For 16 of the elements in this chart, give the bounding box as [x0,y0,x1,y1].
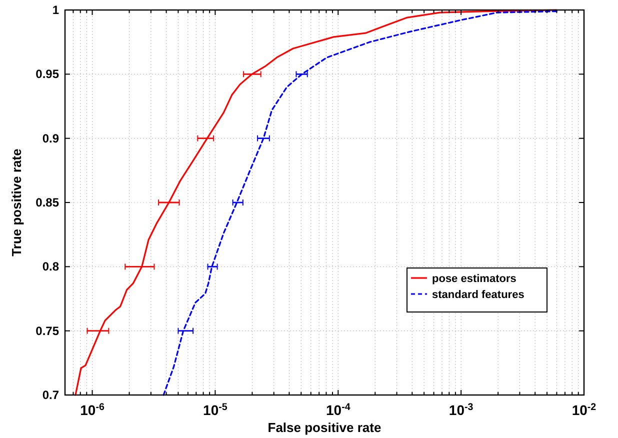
x-tick-label: 10$^{-4}$ [326,402,351,418]
y-tick-label: 0.7 [42,388,60,402]
x-tick-label: 10$^{-5}$ [203,402,228,418]
x-axis-title: False positive rate [268,420,382,435]
y-tick-label: 1 [52,3,60,17]
y-tick-label: 0.8 [42,260,60,274]
y-axis-title: True positive rate [9,148,24,256]
legend-label: standard features [432,289,524,301]
x-tick-label: 10$^{-6}$ [80,402,105,418]
y-tick-label: 0.9 [42,131,60,146]
x-tick-label: 10$^{-2}$ [572,402,597,418]
legend-label: pose estimators [432,273,516,285]
x-tick-label: 10$^{-3}$ [448,402,474,418]
y-tick-label: 0.75 [36,324,60,338]
y-tick-label: 0.85 [36,196,60,210]
y-tick-label: 0.95 [36,67,60,82]
